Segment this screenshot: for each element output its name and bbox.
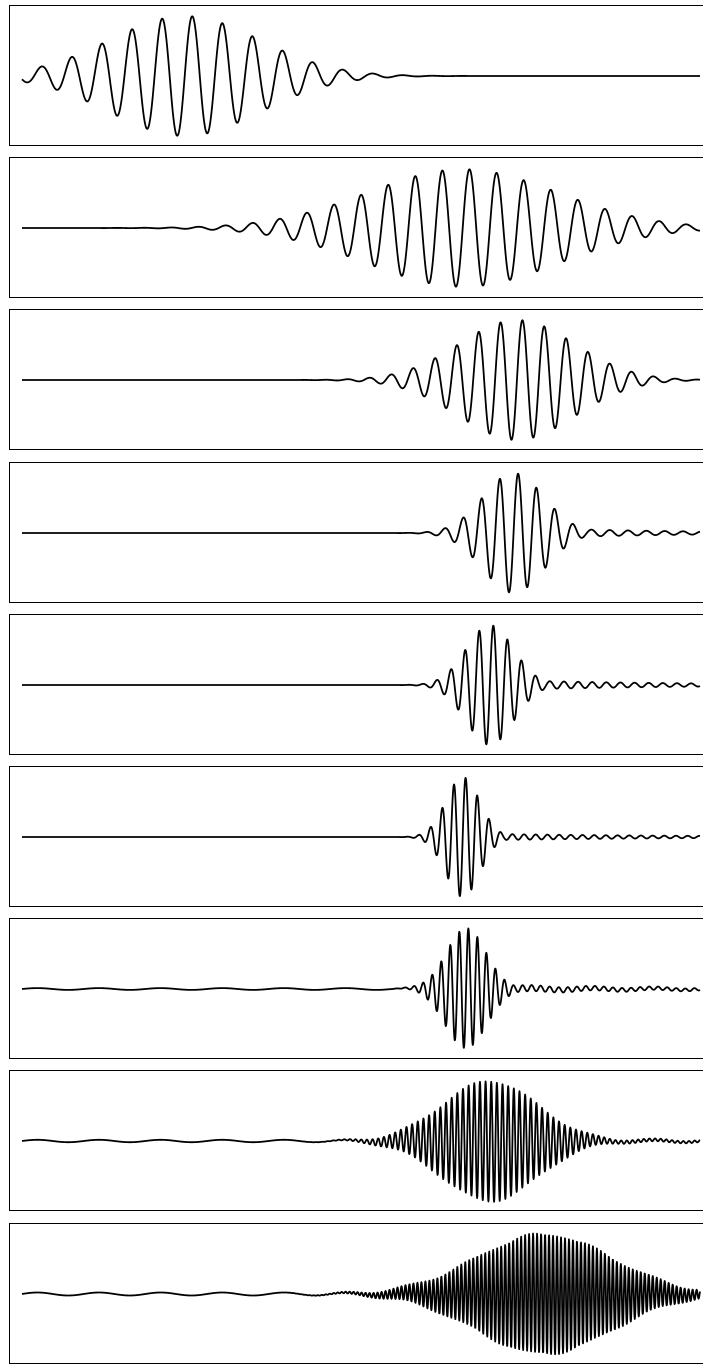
wave-series-line — [22, 321, 700, 440]
chart-panel-7 — [9, 918, 703, 1059]
chart-panel-2 — [9, 157, 703, 298]
chart-panel-6 — [9, 766, 703, 907]
chart-panel-3 — [9, 309, 703, 450]
wave-series-line — [22, 626, 700, 745]
wave-series-line — [22, 16, 700, 135]
chart-panel-8 — [9, 1070, 703, 1211]
wave-series-line — [22, 1082, 700, 1202]
wave-series-line — [22, 778, 700, 896]
chart-panel-4 — [9, 462, 703, 603]
chart-panel-1 — [9, 5, 703, 146]
wave-series-line — [22, 1233, 700, 1354]
chart-panel-5 — [9, 614, 703, 755]
wave-series-line — [22, 473, 700, 592]
wave-series-line — [22, 170, 700, 287]
chart-panel-9 — [9, 1223, 703, 1364]
wave-series-line — [22, 929, 700, 1048]
